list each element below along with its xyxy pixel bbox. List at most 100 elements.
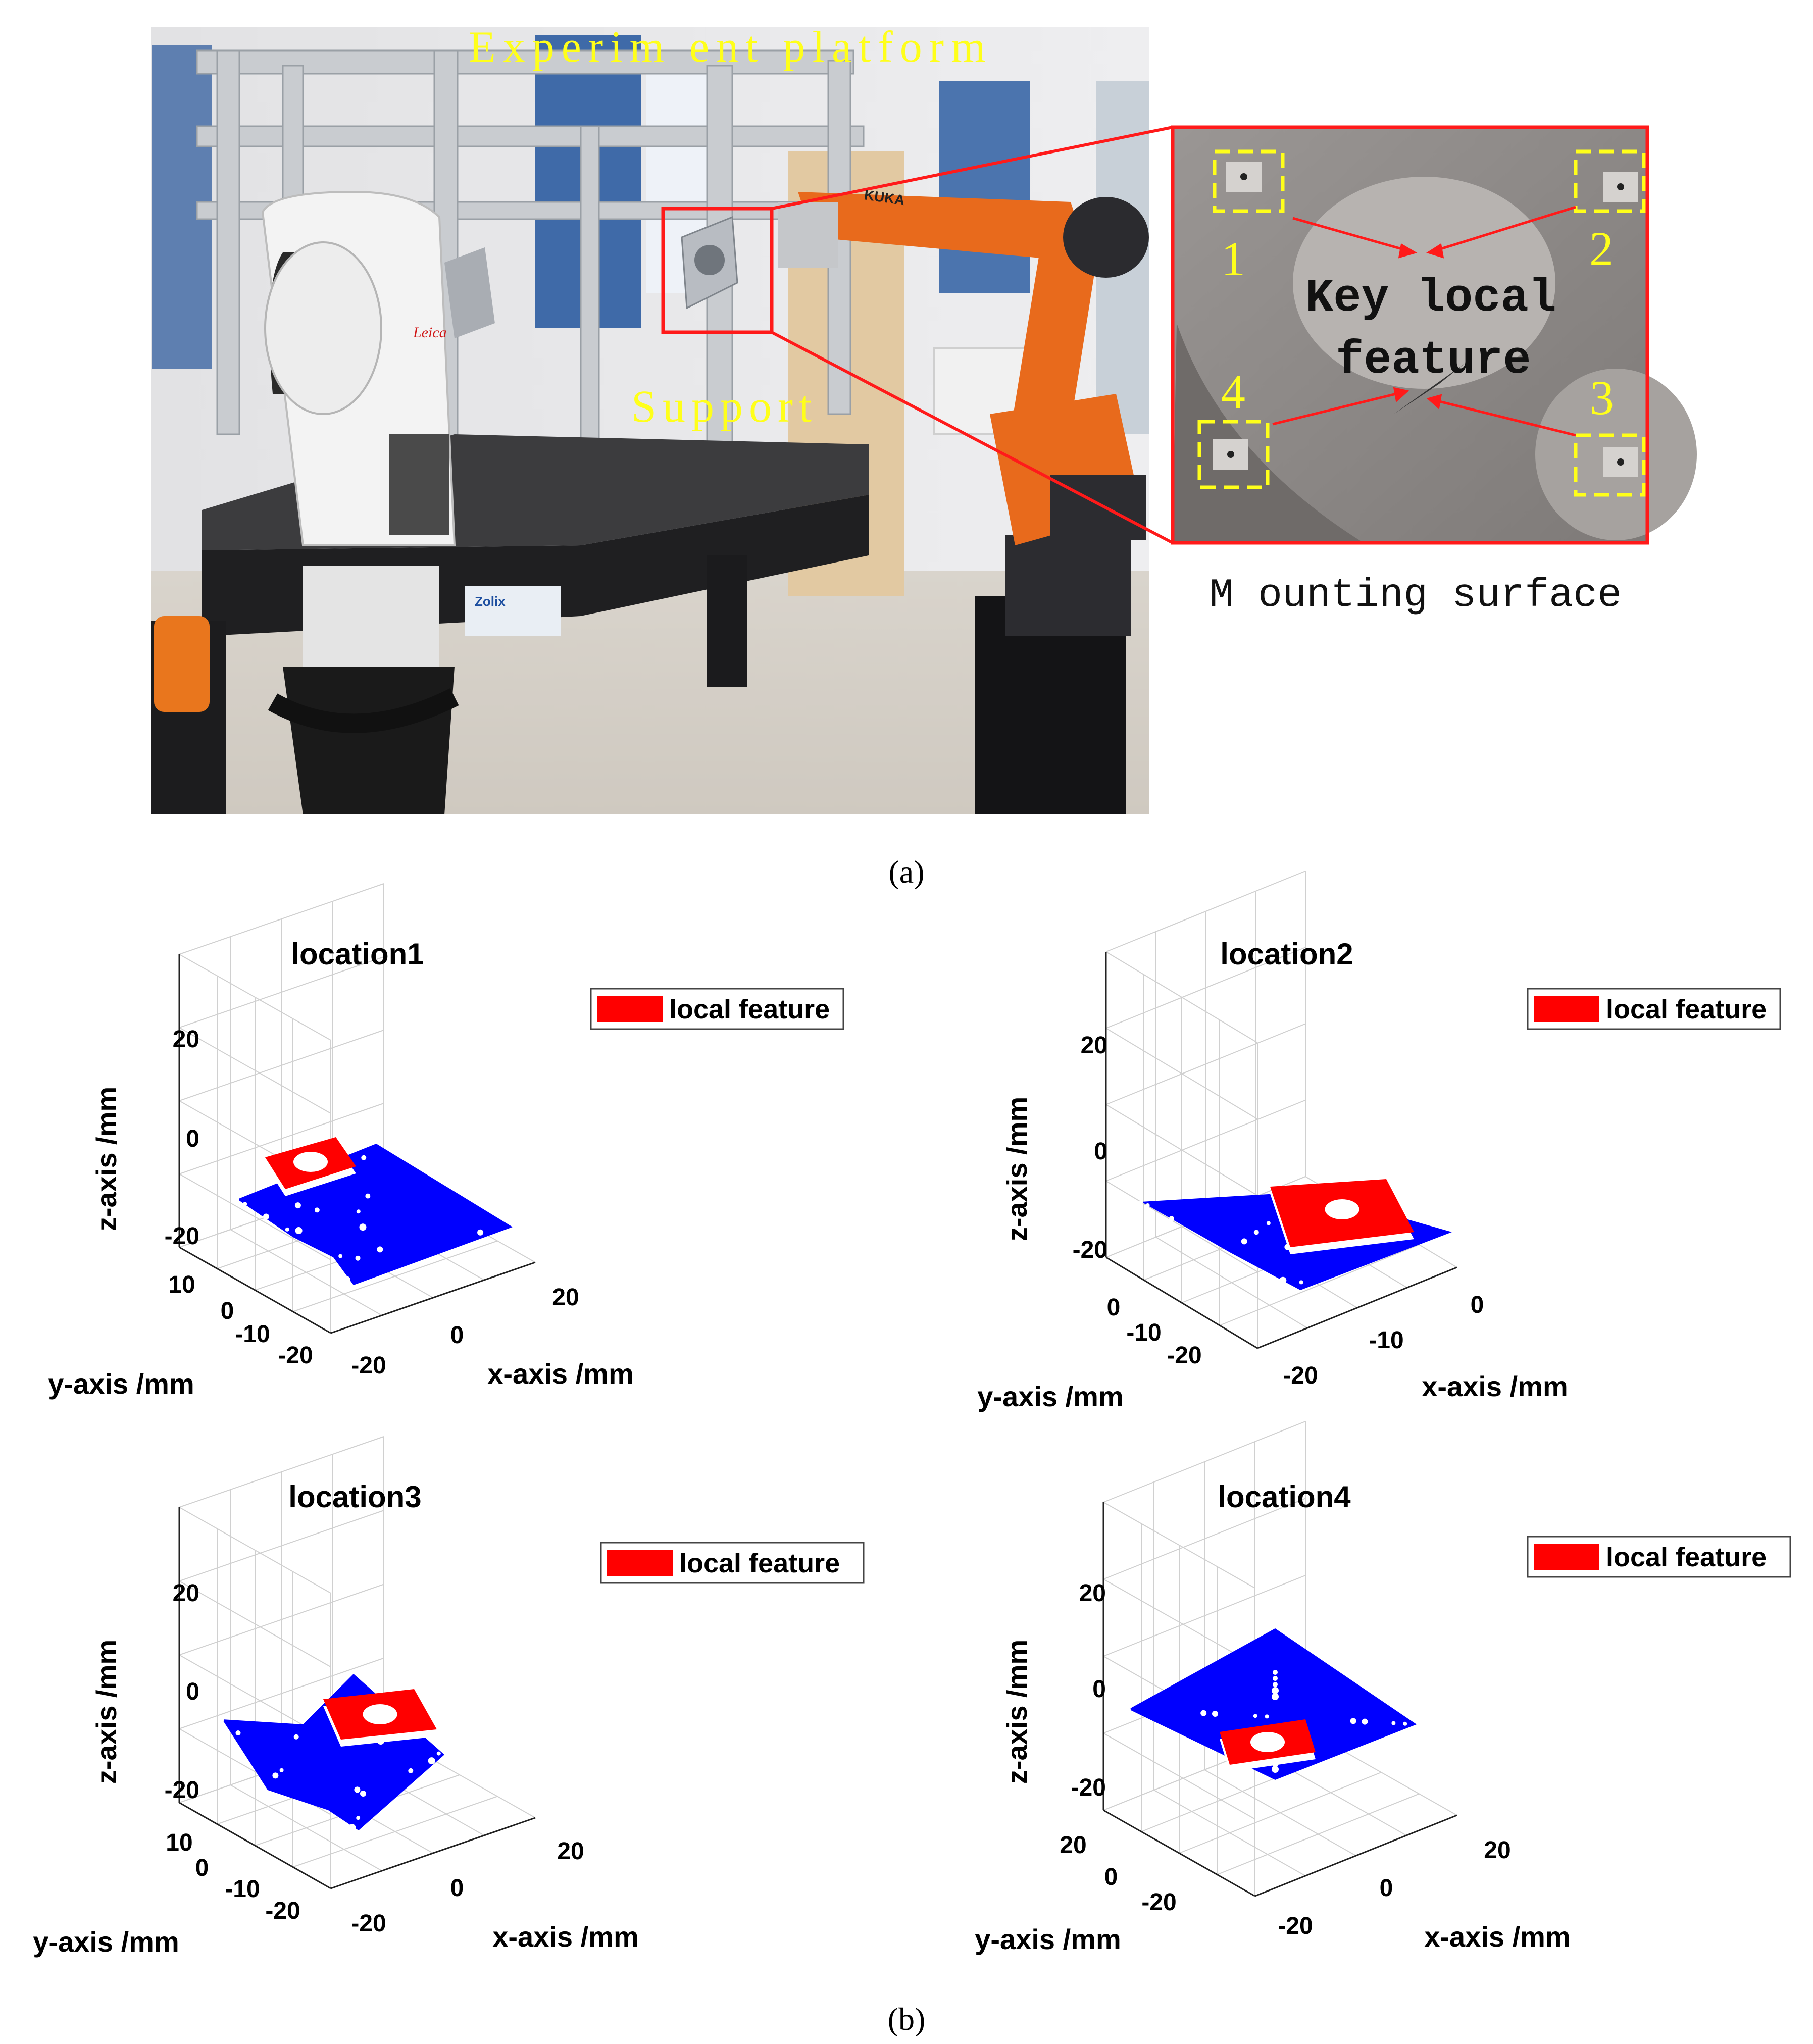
gap-point — [1272, 1766, 1279, 1773]
y-axis-label: y-axis /mm — [48, 1368, 194, 1400]
key-feature-label-line2: feature — [1336, 334, 1531, 387]
gap-point — [355, 1255, 361, 1261]
plot-title: location1 — [291, 937, 424, 971]
grid-line — [179, 954, 331, 1041]
y-tick-label: 10 — [168, 1271, 195, 1298]
hole-label-4: 4 — [1221, 365, 1245, 419]
y-tick-label: 0 — [1107, 1294, 1121, 1321]
gap-point — [365, 1193, 371, 1199]
local-feature-hole — [1325, 1199, 1359, 1219]
gap-point — [1253, 1714, 1257, 1718]
inset-connector-top — [771, 126, 1173, 210]
gap-point — [1145, 1203, 1150, 1207]
local-feature-hole — [363, 1704, 397, 1724]
grid-line — [1103, 1421, 1306, 1503]
y-axis-line — [1105, 1256, 1258, 1349]
gap-point — [263, 1213, 269, 1220]
legend-label: local feature — [1606, 994, 1767, 1025]
plot-legend: local feature — [590, 988, 844, 1030]
gap-point — [1265, 1714, 1269, 1719]
plot-axes — [1102, 1502, 1457, 1897]
z-tick-label: 20 — [173, 1580, 199, 1607]
z-tick-label: -20 — [165, 1223, 199, 1250]
gap-point — [272, 1772, 279, 1779]
gap-point — [356, 1209, 361, 1214]
gap-point — [436, 1751, 441, 1756]
x-axis-line — [330, 1261, 536, 1334]
plot-location2: location2 20 0 -20 -20 -10 0 0 -10 -20 x-axis /mm y… — [906, 871, 1813, 1439]
gap-point — [356, 1816, 361, 1820]
gap-point — [242, 1708, 249, 1714]
grid-line — [179, 1580, 331, 1668]
z-axis-label: z-axis /mm — [1001, 1640, 1033, 1784]
grid-line — [1105, 951, 1258, 1043]
gap-point — [314, 1207, 320, 1213]
tracker-brand-logo: Leica — [413, 324, 447, 341]
gap-point — [338, 1254, 343, 1258]
gap-point — [408, 1768, 414, 1773]
gap-point — [293, 1734, 299, 1740]
x-tick-label: 0 — [1380, 1875, 1393, 1902]
x-axis-label: x-axis /mm — [1422, 1370, 1568, 1402]
x-axis-label: x-axis /mm — [1424, 1921, 1571, 1953]
legend-box — [1527, 1536, 1791, 1578]
x-axis-line — [1257, 1266, 1457, 1349]
legend-swatch — [597, 996, 663, 1022]
gap-point — [1391, 1721, 1396, 1725]
gap-point — [377, 1246, 383, 1253]
x-tick-label: 20 — [552, 1284, 579, 1311]
plot-title: location2 — [1220, 937, 1353, 971]
gap-point — [1273, 1676, 1278, 1681]
y-axis-line — [179, 1246, 331, 1334]
x-tick-label: -10 — [1369, 1327, 1403, 1354]
gap-point — [294, 1202, 301, 1209]
gap-point — [1403, 1721, 1407, 1726]
grid-line — [1103, 1578, 1255, 1666]
x-axis-label: x-axis /mm — [487, 1358, 634, 1390]
plot-legend: local feature — [1527, 988, 1781, 1030]
local-feature-hole — [293, 1152, 328, 1172]
gap-point — [295, 1227, 303, 1235]
gap-point — [296, 1689, 304, 1696]
gap-point — [1200, 1710, 1207, 1716]
plot-axes — [1105, 952, 1457, 1349]
gap-point — [1273, 1670, 1278, 1675]
control-cabinet — [150, 616, 226, 815]
gap-point — [1350, 1718, 1356, 1724]
gap-point — [1362, 1718, 1368, 1725]
y-tick-label: 10 — [166, 1829, 192, 1856]
grid-line — [1105, 1023, 1306, 1105]
y-tick-label: -10 — [235, 1321, 270, 1348]
gap-point — [1139, 1200, 1143, 1204]
grid-line — [1105, 871, 1306, 952]
gap-point — [235, 1730, 241, 1735]
support-highlight-box — [661, 207, 774, 334]
hole-label-1: 1 — [1221, 232, 1245, 286]
y-tick-label: 0 — [221, 1298, 234, 1324]
plot-location1: location1 20 0 -20 -20 0 20 10 0 -10 -20 x-axis /mm… — [0, 883, 906, 1439]
legend-swatch — [607, 1550, 673, 1576]
y-tick-label: -20 — [1141, 1889, 1176, 1916]
grid-line — [179, 1507, 331, 1594]
key-feature-label-line1: Key local — [1305, 272, 1556, 325]
grid-line — [179, 1027, 331, 1114]
point-cloud-surface — [1129, 1628, 1417, 1780]
gap-point — [235, 1197, 239, 1201]
grid-line — [1105, 1028, 1258, 1120]
plot-axes — [178, 954, 536, 1334]
gap-point — [1241, 1238, 1247, 1245]
gap-point — [220, 1717, 224, 1721]
photo-frame — [150, 26, 1150, 815]
x-axis-line — [330, 1817, 536, 1889]
x-tick-label: 20 — [1484, 1837, 1510, 1864]
legend-label: local feature — [669, 994, 830, 1025]
y-tick-label: -10 — [1126, 1319, 1161, 1346]
grid-line — [1103, 1502, 1255, 1589]
plot-title: location4 — [1218, 1480, 1351, 1514]
gap-point — [1212, 1711, 1218, 1717]
plot-location4: location4 20 0 -20 -20 0 20 20 0 -20 x-axis /mm y-a… — [906, 1421, 1813, 1992]
inset-border — [1171, 125, 1649, 545]
z-tick-label: -20 — [1071, 1774, 1106, 1801]
x-tick-label: -20 — [351, 1910, 386, 1937]
